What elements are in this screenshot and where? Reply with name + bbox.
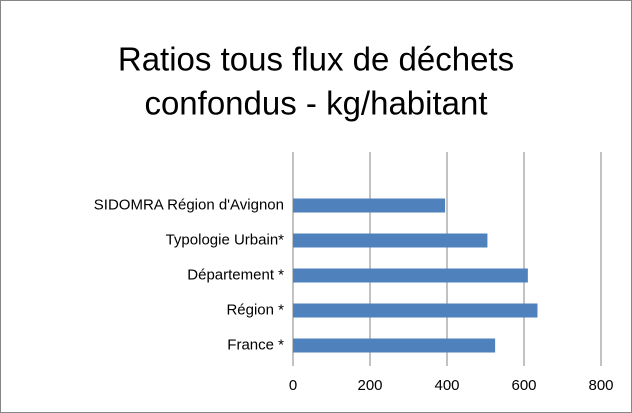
y-tick-label: France * xyxy=(227,336,284,353)
y-tick-label: Typologie Urbain* xyxy=(166,231,285,248)
bar xyxy=(293,338,496,353)
bar xyxy=(293,198,446,213)
y-tick-label: Région * xyxy=(226,301,284,318)
x-tick-label: 0 xyxy=(289,377,297,394)
x-tick-label: 800 xyxy=(588,377,613,394)
x-tick-label: 600 xyxy=(511,377,536,394)
bar xyxy=(293,268,528,283)
chart-title: confondus - kg/habitant xyxy=(144,85,487,122)
y-tick-label: SIDOMRA Région d'Avignon xyxy=(94,196,284,213)
x-tick-label: 200 xyxy=(357,377,382,394)
y-tick-label: Département * xyxy=(187,266,284,283)
bar xyxy=(293,233,488,248)
bar xyxy=(293,303,538,318)
chart-title: Ratios tous flux de déchets xyxy=(118,41,514,78)
x-tick-label: 400 xyxy=(434,377,459,394)
